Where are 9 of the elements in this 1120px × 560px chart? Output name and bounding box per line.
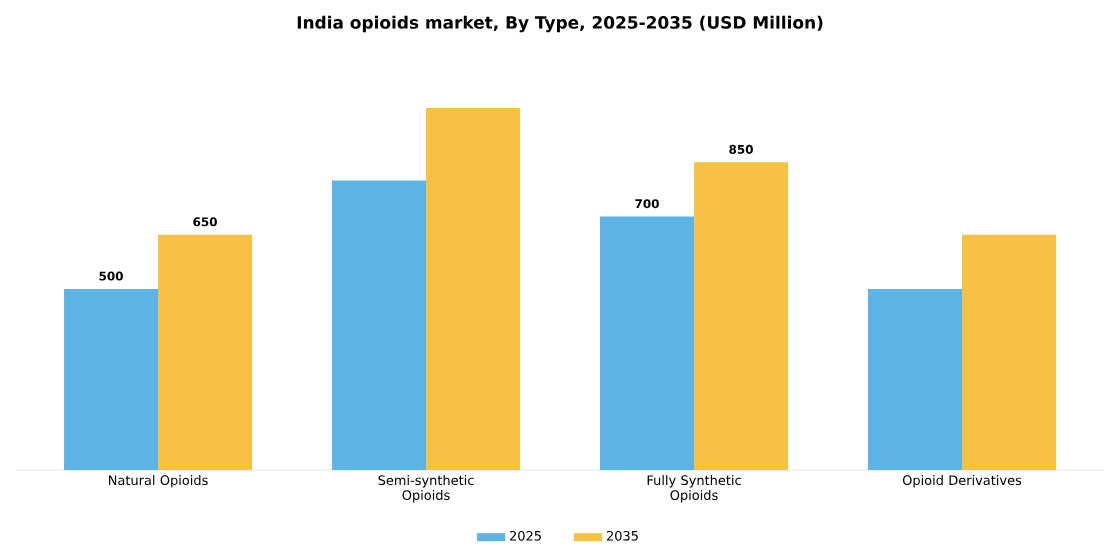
bar <box>158 234 253 470</box>
bar <box>64 289 159 470</box>
bar <box>694 162 789 470</box>
bar <box>332 180 427 470</box>
bar <box>600 216 695 470</box>
bar <box>426 107 521 470</box>
bar <box>867 289 962 470</box>
chart-title: India opioids market, By Type, 2025-2035 (USD Million) <box>297 15 823 33</box>
bar <box>961 234 1056 470</box>
